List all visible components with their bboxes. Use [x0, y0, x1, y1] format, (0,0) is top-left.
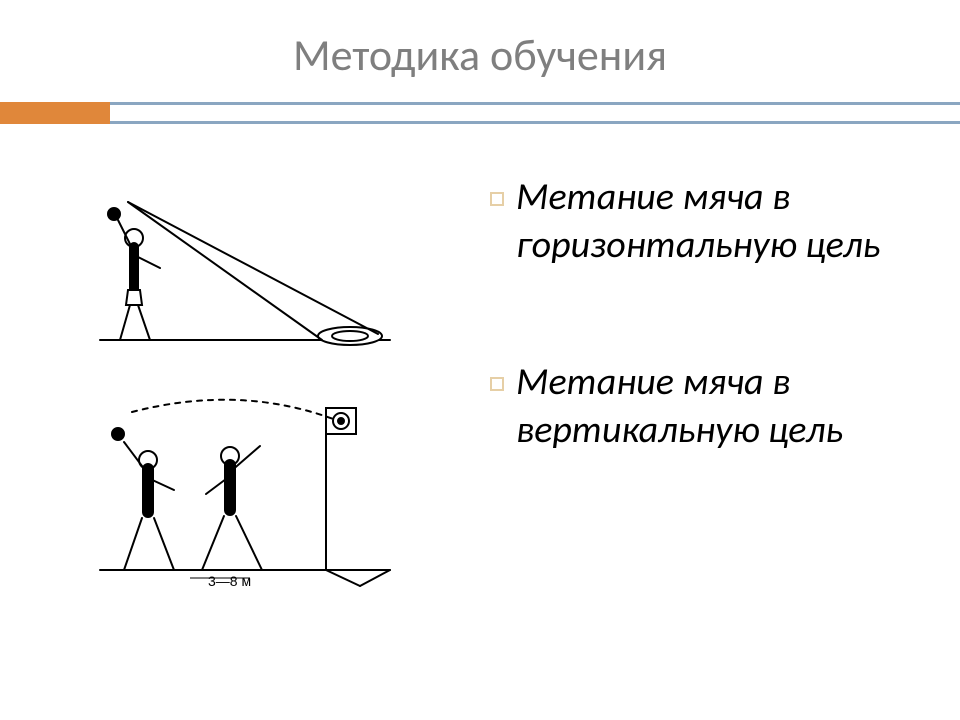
bullet-marker-icon: [490, 377, 504, 391]
title-rule: [0, 102, 960, 124]
bullet-text: Метание мяча в вертикальную цель: [516, 359, 930, 454]
slide: Методика обучения: [0, 0, 960, 720]
bullet-item: Метание мяча в вертикальную цель: [490, 359, 930, 454]
content-area: 3—8 м Метание мяча в горизонтальную цель…: [0, 160, 960, 720]
figure-horizontal-throw: [90, 190, 410, 350]
horizontal-rule: [0, 102, 960, 124]
figure-vertical-throw: 3—8 м: [90, 390, 410, 590]
bullets-column: Метание мяча в горизонтальную цель Метан…: [480, 160, 960, 720]
slide-title: Методика обучения: [0, 28, 960, 82]
title-area: Методика обучения: [0, 0, 960, 94]
distance-label: 3—8 м: [208, 573, 251, 589]
accent-block: [0, 102, 110, 124]
figures-column: 3—8 м: [0, 160, 480, 720]
bullet-text: Метание мяча в горизонтальную цель: [516, 174, 930, 269]
bullet-item: Метание мяча в горизонтальную цель: [490, 174, 930, 269]
bullet-marker-icon: [490, 192, 504, 206]
